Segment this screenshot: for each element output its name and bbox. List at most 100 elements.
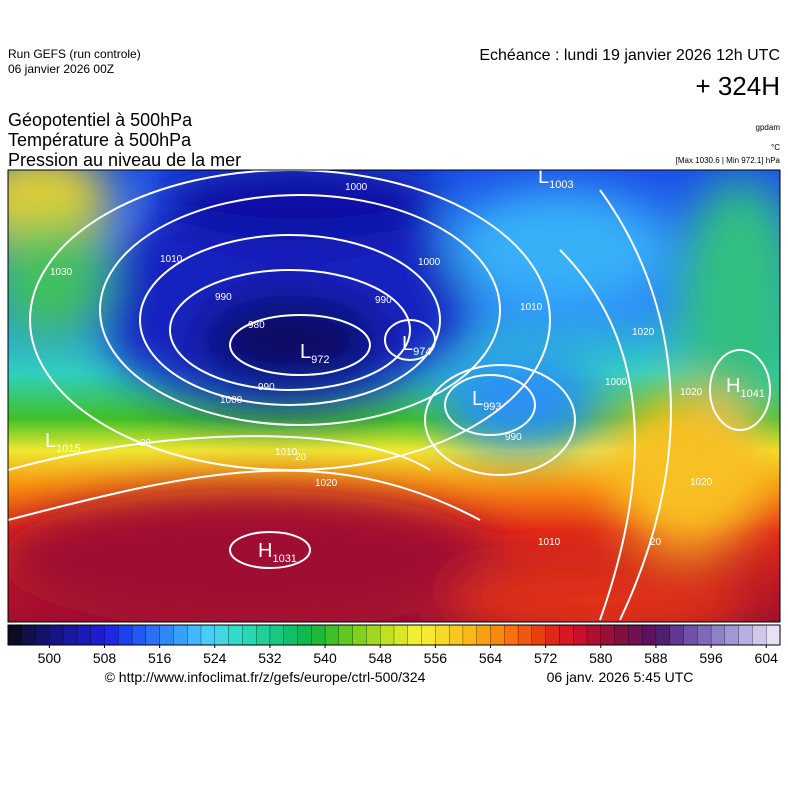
color-cell xyxy=(187,624,202,646)
contour-label: 1000 xyxy=(220,395,243,406)
map xyxy=(8,170,780,622)
tick-label: 540 xyxy=(313,650,337,666)
color-cell xyxy=(614,624,629,646)
contour-label: 1010 xyxy=(275,447,298,458)
pressure-center: L972 xyxy=(300,341,329,366)
color-cell xyxy=(766,624,781,646)
colorbar: 500 508 516 524 532 540 548 556 564 572 580 588 596 6… xyxy=(7,624,781,666)
pressure-center: L1015 xyxy=(45,430,81,455)
map-frame xyxy=(7,169,781,623)
color-cell xyxy=(159,624,174,646)
color-cell xyxy=(297,624,312,646)
contour-label: 990 xyxy=(375,295,392,306)
tick-label: 580 xyxy=(589,650,613,666)
center-symbol: L xyxy=(300,341,311,363)
run: Run GEFS (run controle) xyxy=(8,47,141,61)
tick-label: 500 xyxy=(38,650,62,666)
color-cell xyxy=(600,624,616,646)
contour-label: 1000 xyxy=(605,377,628,388)
tick-label: 532 xyxy=(258,650,282,666)
color-cell xyxy=(380,624,395,646)
color-cell xyxy=(200,624,216,646)
center-symbol: H xyxy=(258,540,272,562)
color-cell xyxy=(669,624,684,646)
color-cell xyxy=(517,624,533,646)
contour-label: 980 xyxy=(248,320,265,331)
center-value: 1041 xyxy=(740,388,764,400)
color-cell xyxy=(366,624,381,646)
color-cell xyxy=(421,624,436,646)
contour-label: 1020 xyxy=(680,387,703,398)
center-symbol: L xyxy=(538,166,549,188)
contour-label: 1000 xyxy=(345,182,368,193)
tick-label: 508 xyxy=(93,650,117,666)
valid-time: Echéance : lundi 19 janvier 2026 12h UTC xyxy=(479,47,780,64)
color-cell xyxy=(435,624,450,646)
lead-time: + 324H xyxy=(695,71,780,101)
color-cell xyxy=(559,624,574,646)
color-cell xyxy=(655,624,671,646)
contour-label: 1010 xyxy=(520,302,543,313)
contour-label: 990 xyxy=(258,382,275,393)
center-symbol: H xyxy=(726,375,740,397)
center-symbol: L xyxy=(472,388,483,410)
run-date: 06 janvier 2026 00Z xyxy=(8,62,114,76)
tick-label: 516 xyxy=(148,650,172,666)
color-cell xyxy=(324,624,340,646)
center-value: 974 xyxy=(413,346,431,358)
pressure-center: H1041 xyxy=(726,375,765,400)
color-cell xyxy=(242,624,257,646)
tick-label: 604 xyxy=(755,650,779,666)
pressure-center: H1031 xyxy=(258,540,297,565)
center-value: 1003 xyxy=(549,179,573,191)
pressure-center: L993 xyxy=(472,388,501,413)
color-cell xyxy=(462,624,478,646)
center-value: 972 xyxy=(311,354,329,366)
center-value: 1015 xyxy=(56,443,80,455)
color-cell xyxy=(145,624,161,646)
color-cell xyxy=(641,624,657,646)
contour-label: 1000 xyxy=(418,257,441,268)
tick-label: 572 xyxy=(534,650,558,666)
contour-label: 20 xyxy=(650,537,662,548)
color-cell xyxy=(90,624,105,646)
tick-label: 524 xyxy=(203,650,227,666)
pressure-center: L1003 xyxy=(538,166,574,191)
color-cell xyxy=(283,624,298,646)
color-cell xyxy=(531,624,547,646)
color-cell xyxy=(697,624,712,646)
color-cell xyxy=(214,624,230,646)
color-cell xyxy=(545,624,560,646)
tick-label: 564 xyxy=(479,650,503,666)
contour-label: 1010 xyxy=(160,254,183,265)
pressure-center: L974 xyxy=(402,333,431,358)
unit: °C xyxy=(771,143,780,152)
center-symbol: L xyxy=(45,430,56,452)
field: Géopotentiel à 500hPa xyxy=(8,110,193,130)
tick-label: 556 xyxy=(424,650,448,666)
field: Température à 500hPa xyxy=(8,130,192,150)
color-cell xyxy=(49,624,64,646)
color-cell xyxy=(407,624,423,646)
tick-label: 596 xyxy=(699,650,723,666)
color-cell xyxy=(724,624,740,646)
contour-label: 1020 xyxy=(632,327,655,338)
color-cell xyxy=(104,624,119,646)
color-cell xyxy=(504,624,519,646)
color-cell xyxy=(490,624,505,646)
tick-label: 548 xyxy=(369,650,393,666)
contour-label: 1030 xyxy=(50,267,73,278)
color-cell xyxy=(628,624,643,646)
contour-label: 990 xyxy=(505,432,522,443)
color-cell xyxy=(683,624,698,646)
center-value: 993 xyxy=(483,401,501,413)
color-cell xyxy=(131,624,147,646)
unit: gpdam xyxy=(756,123,781,132)
color-cell xyxy=(173,624,188,646)
color-cell xyxy=(269,624,285,646)
color-cell xyxy=(118,624,133,646)
colorbar-frame xyxy=(7,624,781,646)
color-cell xyxy=(738,624,753,646)
color-cell xyxy=(338,624,354,646)
